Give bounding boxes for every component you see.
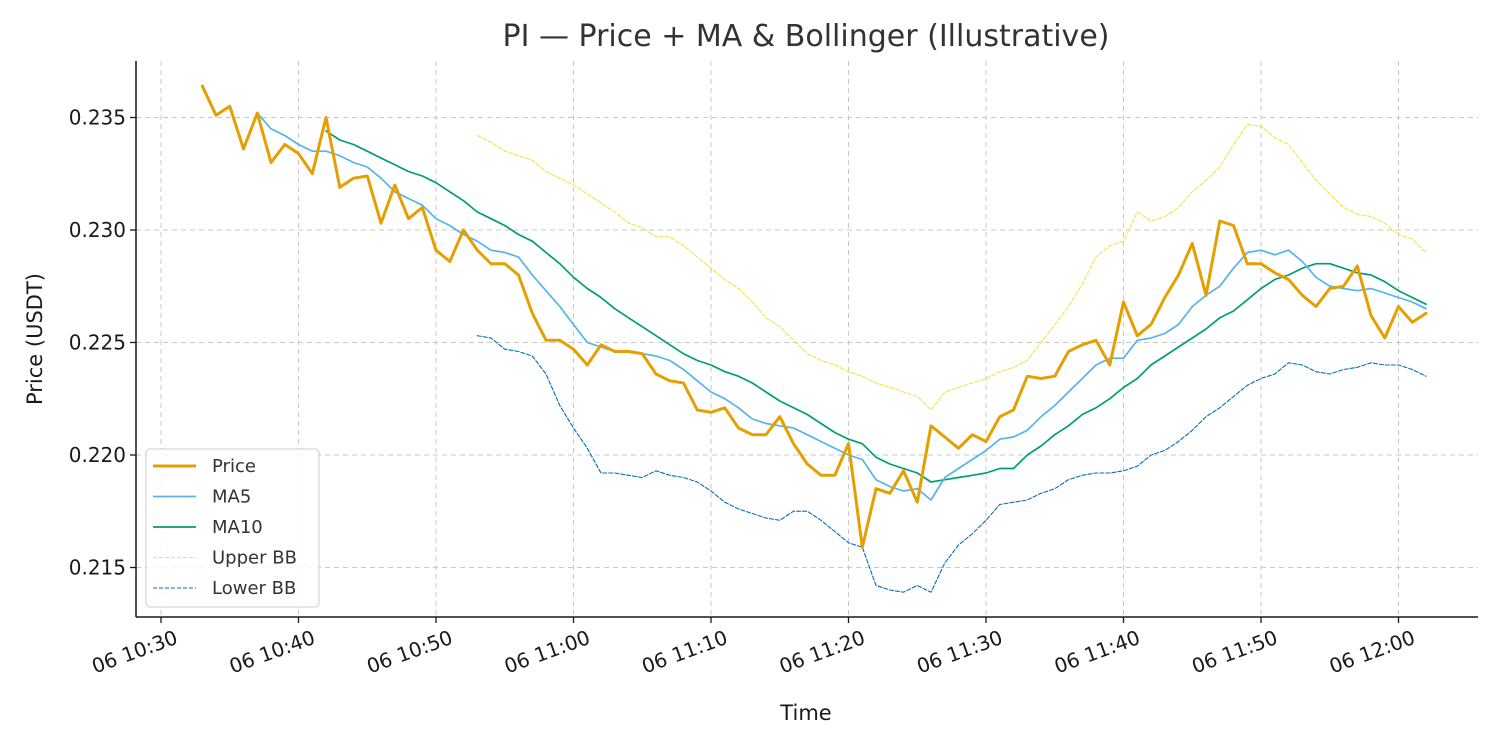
legend: Price MA5 MA10 Upper BB Lower BB — [145, 448, 320, 608]
legend-label-lower-bb: Lower BB — [212, 578, 296, 599]
x-tick-label: 06 11:30 — [913, 625, 1005, 678]
y-axis-label: Price (USDT) — [23, 273, 47, 405]
x-tick-label: 06 11:00 — [501, 625, 593, 678]
x-tick-label: 06 11:20 — [776, 625, 868, 678]
series-line-ma5 — [256, 112, 1427, 501]
x-ticks: 06 10:30 06 10:40 06 10:50 06 11:00 06 11:10… — [88, 617, 1418, 678]
x-tick-label: 06 11:40 — [1051, 625, 1143, 678]
legend-label-price: Price — [212, 456, 256, 477]
legend-label-upper-bb: Upper BB — [212, 548, 297, 569]
series-layer — [200, 84, 1428, 593]
x-tick-label: 06 12:00 — [1326, 625, 1418, 678]
series-line-ma10 — [325, 130, 1427, 483]
legend-label-ma5: MA5 — [212, 487, 251, 508]
axes — [135, 61, 1478, 618]
y-tick-label: 0.235 — [69, 106, 126, 130]
legend-items: Price MA5 MA10 Upper BB Lower BB — [153, 456, 297, 599]
legend-frame — [145, 448, 320, 608]
chart-title: PI — Price + MA & Bollinger (Illustrativ… — [503, 19, 1110, 54]
series-line-upper-bb — [476, 123, 1427, 411]
x-tick-label: 06 11:10 — [638, 625, 730, 678]
x-tick-label: 06 10:30 — [88, 625, 180, 678]
x-tick-label: 06 10:50 — [363, 625, 455, 678]
y-tick-label: 0.225 — [69, 331, 126, 355]
y-tick-label: 0.220 — [69, 443, 126, 467]
legend-label-ma10: MA10 — [212, 517, 263, 538]
x-axis-label: Time — [779, 701, 831, 725]
x-tick-label: 06 10:40 — [226, 625, 318, 678]
series-line-lower-bb — [476, 335, 1427, 593]
y-tick-label: 0.215 — [69, 556, 126, 580]
y-ticks: 0.215 0.220 0.225 0.230 0.235 — [69, 106, 136, 580]
x-tick-label: 06 11:50 — [1188, 625, 1280, 678]
series-line-price — [200, 84, 1428, 549]
grid-lines — [136, 61, 1478, 617]
y-tick-label: 0.230 — [69, 218, 126, 242]
